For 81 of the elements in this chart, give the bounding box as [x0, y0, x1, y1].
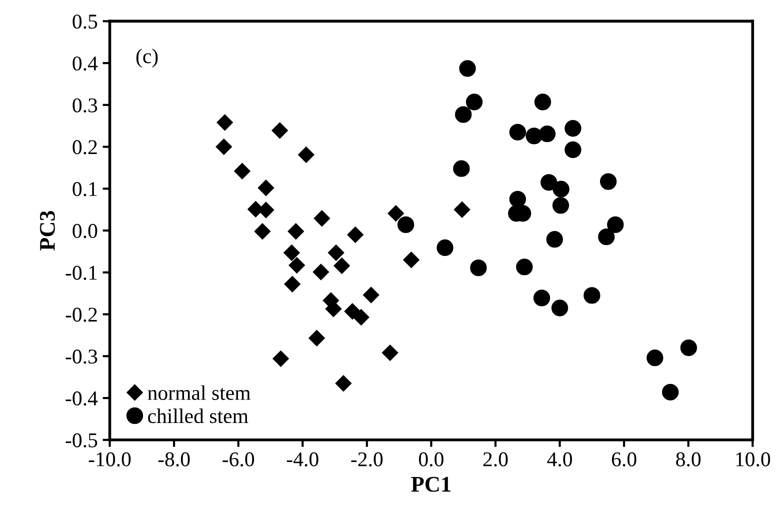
point — [344, 303, 361, 320]
point — [272, 122, 288, 139]
point — [564, 120, 582, 137]
x-tick-label: 10.0 — [736, 452, 770, 466]
point — [314, 210, 330, 226]
point — [551, 300, 568, 316]
point — [600, 173, 617, 190]
x-tick-label: -4.0 — [286, 452, 318, 466]
point — [363, 286, 380, 304]
legend-label: normal stem — [148, 385, 250, 400]
point — [598, 228, 615, 246]
x-tick-label: -6.0 — [222, 452, 254, 466]
point — [382, 344, 398, 361]
point — [312, 264, 330, 280]
point — [466, 94, 483, 110]
point — [533, 290, 550, 306]
point — [680, 339, 698, 356]
point — [509, 190, 526, 208]
x-tick-label: 0.0 — [418, 452, 444, 466]
y-tick-label: 0.1 — [72, 182, 97, 196]
point — [388, 205, 404, 222]
point — [526, 128, 542, 144]
point — [453, 160, 470, 177]
point — [284, 276, 300, 292]
point — [646, 350, 664, 366]
point — [353, 309, 370, 326]
point — [234, 163, 250, 180]
y-tick-label: -0.3 — [66, 350, 98, 364]
y-tick-label: 0.4 — [72, 56, 98, 71]
point — [272, 350, 289, 367]
point — [552, 197, 570, 214]
point — [454, 202, 470, 218]
y-axis-title: PC3 — [40, 210, 55, 251]
point — [607, 216, 624, 234]
point — [216, 114, 233, 131]
point — [538, 125, 556, 142]
point — [662, 384, 679, 400]
x-axis-title: PC1 — [411, 476, 450, 492]
point — [334, 258, 350, 274]
y-tick-label: 0.5 — [72, 14, 98, 29]
point — [347, 226, 364, 243]
x-tick-label: -2.0 — [351, 452, 383, 466]
y-tick-label: -0.1 — [66, 266, 97, 280]
y-tick-label: 0.3 — [72, 98, 98, 112]
point — [470, 259, 487, 276]
point — [516, 258, 533, 276]
point — [288, 257, 305, 274]
point — [258, 180, 274, 196]
point — [584, 287, 600, 304]
point — [534, 94, 552, 110]
point — [546, 231, 563, 248]
x-tick-label: 8.0 — [676, 452, 701, 466]
y-tick-label: -0.2 — [66, 308, 97, 322]
point — [459, 60, 476, 77]
point — [216, 138, 232, 155]
x-tick-label: 2.0 — [483, 452, 508, 466]
point — [564, 141, 582, 158]
point — [403, 252, 420, 268]
x-tick-label: -10.0 — [88, 452, 131, 466]
point — [284, 244, 300, 261]
point — [288, 223, 304, 240]
y-tick-label: 0.2 — [72, 140, 97, 154]
y-tick-label: 0.0 — [72, 224, 98, 238]
point — [308, 330, 325, 346]
point — [397, 216, 414, 234]
point — [552, 180, 570, 198]
point — [509, 124, 526, 140]
y-tick-label: -0.4 — [66, 391, 98, 406]
point — [254, 223, 271, 240]
legend-label: chilled stem — [148, 408, 248, 424]
point — [540, 174, 558, 191]
y-tick-label: -0.5 — [66, 433, 98, 448]
point — [436, 239, 454, 256]
annotation: (c) — [136, 48, 158, 68]
point — [298, 146, 314, 163]
point — [335, 375, 352, 392]
point — [328, 244, 344, 261]
x-tick-label: 6.0 — [612, 452, 636, 466]
x-tick-label: 4.0 — [547, 452, 572, 466]
point — [455, 106, 472, 123]
x-tick-label: -8.0 — [158, 452, 190, 466]
